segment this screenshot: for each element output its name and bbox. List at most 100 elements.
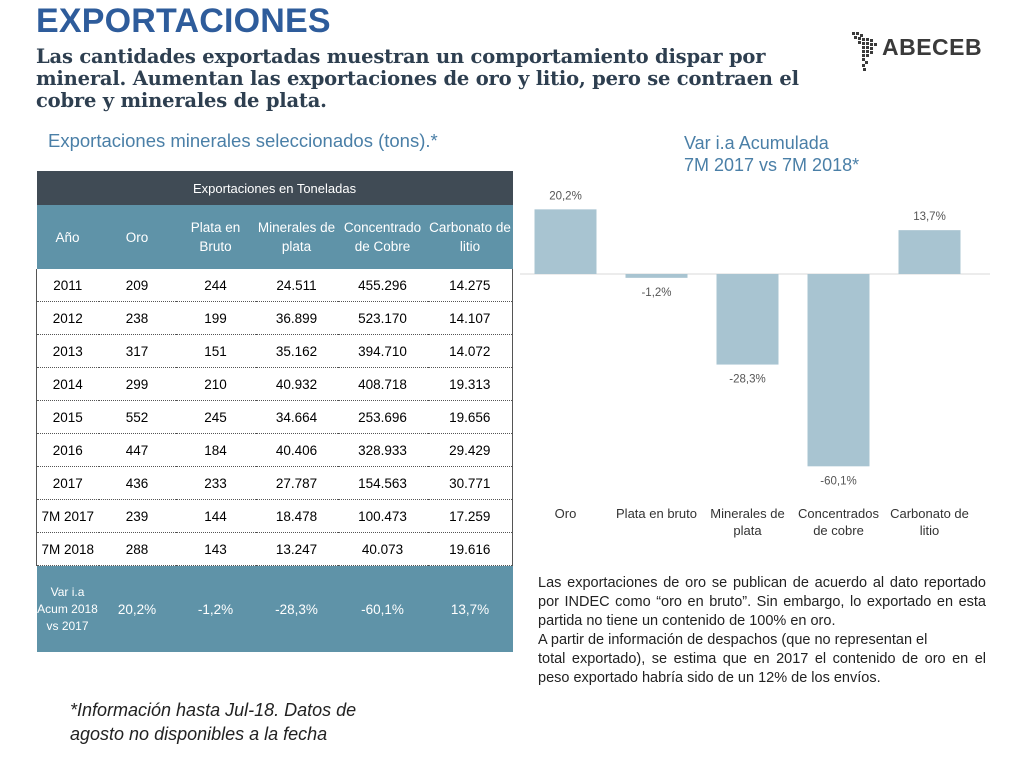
col-header: Plata en Bruto [175, 205, 256, 269]
var-cell: -60,1% [337, 565, 428, 652]
table-header-row: Año Oro Plata en Bruto Minerales de plat… [36, 205, 513, 269]
table-row: 7M 2018 288 143 13.247 40.073 19.616 [36, 532, 514, 566]
category-label: Concentrados de cobre [798, 506, 879, 538]
cell: 144 [175, 499, 256, 533]
cell: 184 [175, 433, 256, 467]
table-row: 2011 209 244 24.511 455.296 14.275 [36, 269, 514, 302]
cell: 199 [175, 301, 256, 335]
cell: 408.718 [337, 367, 428, 401]
cell: 29.429 [427, 433, 514, 467]
cell: 239 [98, 499, 176, 533]
cell: 36.899 [255, 301, 338, 335]
category-label: Plata en bruto [616, 506, 697, 521]
table-title: Exportaciones minerales seleccionados (t… [48, 130, 438, 151]
bar [807, 274, 870, 467]
note-paragraph: total exportado), se estima que en 2017 … [538, 651, 986, 686]
cell: 7M 2018 [36, 532, 99, 566]
col-header: Concentrado de Cobre [337, 205, 428, 269]
var-cell: 20,2% [98, 565, 176, 652]
chart-title: Var i.a Acumulada 7M 2017 vs 7M 2018* [684, 133, 860, 175]
cell: 143 [175, 532, 256, 566]
page-title: EXPORTACIONES [36, 2, 331, 40]
logo-text: ABECEB [882, 34, 983, 60]
cell: 24.511 [255, 269, 338, 302]
bar-value-label: -60,1% [820, 475, 856, 487]
var-cell: -28,3% [255, 565, 338, 652]
table-body: 2011 209 244 24.511 455.296 14.275 2012 238 199… [36, 269, 514, 652]
cell: 19.616 [427, 532, 514, 566]
col-header: Carbonato de litio [427, 205, 513, 269]
col-header: Minerales de plata [255, 205, 338, 269]
cell: 523.170 [337, 301, 428, 335]
bar [898, 230, 961, 274]
cell: 17.259 [427, 499, 514, 533]
cell: 13.247 [255, 532, 338, 566]
cell: 394.710 [337, 334, 428, 368]
cell: 19.313 [427, 367, 514, 401]
cell: 2014 [36, 367, 99, 401]
category-label: Carbonato de litio [890, 506, 969, 538]
cell: 14.107 [427, 301, 514, 335]
table-row: 2017 436 233 27.787 154.563 30.771 [36, 466, 514, 500]
col-header: Año [36, 205, 99, 269]
note-paragraph: Las exportaciones de oro se publican de … [538, 575, 986, 629]
cell: 30.771 [427, 466, 514, 500]
var-row-label: Var i.a Acum 2018 vs 2017 [36, 565, 99, 652]
var-cell: -1,2% [175, 565, 256, 652]
table-row: 2013 317 151 35.162 394.710 14.072 [36, 334, 514, 368]
bar [716, 274, 779, 365]
bar [625, 274, 688, 278]
cell: 253.696 [337, 400, 428, 434]
bar-value-label: -1,2% [641, 287, 671, 299]
cell: 552 [98, 400, 176, 434]
note-paragraph: A partir de información de despachos (qu… [538, 632, 928, 648]
cell: 14.275 [427, 269, 514, 302]
cell: 288 [98, 532, 176, 566]
cell: 151 [175, 334, 256, 368]
cell: 2016 [36, 433, 99, 467]
cell: 233 [175, 466, 256, 500]
table-band-title: Exportaciones en Toneladas [36, 171, 513, 205]
abeceb-logo: ABECEB [850, 30, 1000, 74]
cell: 19.656 [427, 400, 514, 434]
cell: 328.933 [337, 433, 428, 467]
cell: 35.162 [255, 334, 338, 368]
cell: 244 [175, 269, 256, 302]
table-row: 2012 238 199 36.899 523.170 14.107 [36, 301, 514, 335]
cell: 40.073 [337, 532, 428, 566]
cell: 18.478 [255, 499, 338, 533]
south-america-map-icon [852, 32, 877, 71]
cell: 100.473 [337, 499, 428, 533]
cell: 27.787 [255, 466, 338, 500]
cell: 40.406 [255, 433, 338, 467]
table-row: 2016 447 184 40.406 328.933 29.429 [36, 433, 514, 467]
col-header: Oro [98, 205, 176, 269]
cell: 34.664 [255, 400, 338, 434]
cell: 455.296 [337, 269, 428, 302]
cell: 2017 [36, 466, 99, 500]
cell: 447 [98, 433, 176, 467]
cell: 210 [175, 367, 256, 401]
cell: 436 [98, 466, 176, 500]
cell: 154.563 [337, 466, 428, 500]
cell: 245 [175, 400, 256, 434]
cell: 2011 [36, 269, 99, 302]
table-row: 7M 2017 239 144 18.478 100.473 17.259 [36, 499, 514, 533]
cell: 2012 [36, 301, 99, 335]
page-subtitle: Las cantidades exportadas muestran un co… [36, 45, 799, 112]
bar [534, 209, 597, 274]
cell: 2013 [36, 334, 99, 368]
category-label: Minerales de plata [710, 506, 784, 538]
bar-value-label: 13,7% [913, 211, 946, 223]
cell: 7M 2017 [36, 499, 99, 533]
table-row: 2014 299 210 40.932 408.718 19.313 [36, 367, 514, 401]
cell: 40.932 [255, 367, 338, 401]
cell: 299 [98, 367, 176, 401]
exports-table: Exportaciones en Toneladas Año Oro Plata… [36, 171, 514, 652]
table-var-row: Var i.a Acum 2018 vs 2017 20,2% -1,2% -2… [36, 565, 513, 652]
cell: 238 [98, 301, 176, 335]
category-label: Oro [555, 506, 577, 521]
cell: 209 [98, 269, 176, 302]
cell: 317 [98, 334, 176, 368]
bar-value-label: 20,2% [549, 190, 582, 202]
